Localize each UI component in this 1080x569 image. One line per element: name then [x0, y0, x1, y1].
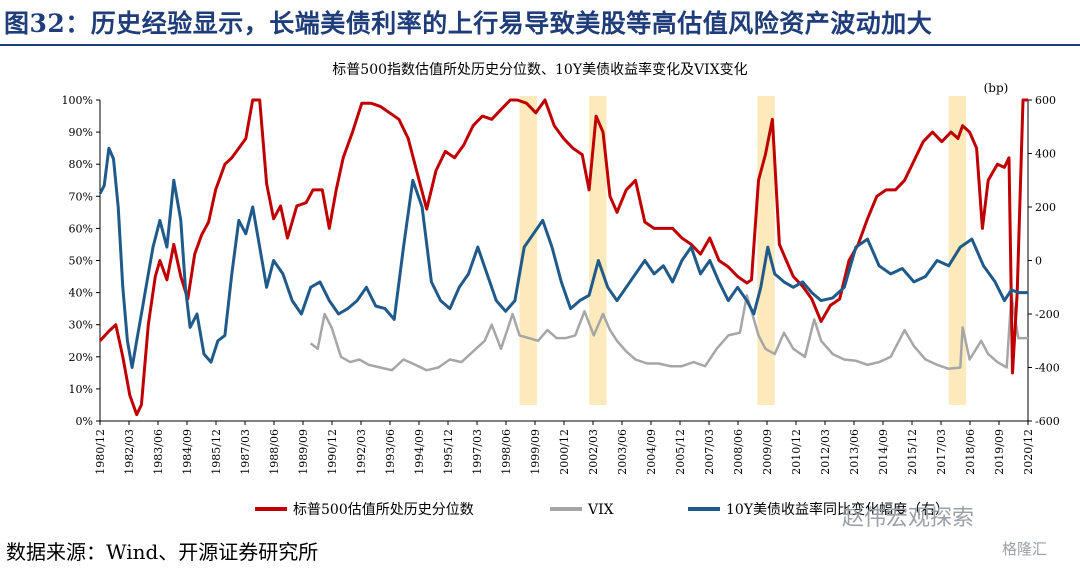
- left-tick-label: 10%: [69, 383, 93, 396]
- axes: 0% 10% 20% 30% 40% 50% 60% 70% 80% 90% 100% -600 -40…: [62, 94, 1060, 428]
- series-line-1: [98, 98, 1029, 417]
- left-tick-label: 40%: [69, 287, 93, 300]
- source-note: 数据来源：Wind、开源证券研究所: [6, 540, 319, 564]
- corner-mark: 格隆汇: [1002, 540, 1048, 558]
- x-tick-label: 1989/09: [297, 429, 310, 475]
- x-tick-label: 2020/12: [1022, 429, 1035, 475]
- right-tick-label: 0: [1035, 255, 1042, 268]
- left-tick-label: 50%: [69, 255, 93, 268]
- x-tick-label: 2007/03: [703, 429, 716, 475]
- x-tick-label: 2004/09: [645, 429, 658, 475]
- x-tick-label: 1995/12: [442, 429, 455, 475]
- x-tick-label: 1984/09: [181, 429, 194, 475]
- x-tick-label: 2003/06: [616, 429, 629, 475]
- x-tick-label: 1987/03: [239, 429, 252, 475]
- watermark: 赵伟宏观探索: [842, 506, 975, 531]
- chart: 标普500指数估值所处历史分位数、10Y美债收益率变化及VIX变化 (bp) 0…: [62, 61, 1060, 518]
- highlight-band-1: [519, 96, 537, 405]
- x-tick-label: 2017/03: [935, 429, 948, 475]
- right-tick-label: 600: [1035, 94, 1056, 107]
- x-tick-label: 2015/12: [906, 429, 919, 475]
- right-tick-label: -600: [1035, 415, 1060, 428]
- x-tick-label: 2008/06: [732, 429, 745, 475]
- legend-label-3: 10Y美债收益率同比变化幅度（右）: [726, 501, 949, 518]
- x-axis-labels: 1980/12 1982/03 1983/06 1984/09 1985/12 1987/…: [94, 421, 1035, 475]
- x-tick-label: 1985/12: [210, 429, 223, 475]
- headline-text: 图32：历史经验显示，长端美债利率的上行易导致美股等高估值风险资产波动加大: [4, 9, 933, 38]
- right-tick-label: 200: [1035, 201, 1056, 214]
- x-tick-label: 2010/12: [790, 429, 803, 475]
- right-tick-label: -400: [1035, 362, 1060, 375]
- series-line-2: [309, 294, 1029, 372]
- right-axis-unit: (bp): [984, 81, 1009, 95]
- x-tick-label: 2018/06: [964, 429, 977, 475]
- series-line-3: [98, 146, 1029, 369]
- left-tick-label: 20%: [69, 351, 93, 364]
- legend-label-2: VIX: [587, 502, 614, 518]
- legend-label-1: 标普500估值所处历史分位数: [293, 502, 474, 518]
- x-tick-label: 1988/06: [268, 429, 281, 475]
- x-tick-label: 1980/12: [94, 429, 107, 475]
- x-tick-label: 1993/06: [384, 429, 397, 475]
- x-tick-label: 1982/03: [123, 429, 136, 475]
- x-tick-label: 2019/09: [993, 429, 1006, 475]
- x-tick-label: 1983/06: [152, 429, 165, 475]
- left-tick-label: 0%: [76, 415, 93, 428]
- left-tick-label: 100%: [62, 94, 93, 107]
- left-tick-label: 80%: [69, 158, 93, 171]
- left-tick-label: 30%: [69, 319, 93, 332]
- x-tick-label: 1992/03: [355, 429, 368, 475]
- x-tick-label: 1999/09: [529, 429, 542, 475]
- chart-title: 标普500指数估值所处历史分位数、10Y美债收益率变化及VIX变化: [332, 61, 747, 78]
- x-tick-label: 2000/12: [558, 429, 571, 475]
- x-tick-label: 1997/03: [471, 429, 484, 475]
- x-tick-label: 2009/09: [761, 429, 774, 475]
- left-tick-label: 60%: [69, 222, 93, 235]
- right-tick-label: -200: [1035, 308, 1060, 321]
- x-tick-label: 1990/12: [326, 429, 339, 475]
- right-tick-label: 400: [1035, 148, 1056, 161]
- x-tick-label: 2002/03: [587, 429, 600, 475]
- x-tick-label: 2014/09: [877, 429, 890, 475]
- series-lines: [98, 98, 1029, 417]
- figure-headline: 图32：历史经验显示，长端美债利率的上行易导致美股等高估值风险资产波动加大: [0, 0, 1080, 46]
- left-tick-label: 70%: [69, 190, 93, 203]
- x-tick-label: 2005/12: [674, 429, 687, 475]
- x-tick-label: 2013/06: [848, 429, 861, 475]
- highlight-band-2: [589, 96, 607, 405]
- x-tick-label: 1994/09: [413, 429, 426, 475]
- x-tick-label: 1998/06: [500, 429, 513, 475]
- left-tick-label: 90%: [69, 126, 93, 139]
- x-tick-label: 2012/03: [819, 429, 832, 475]
- highlight-bands: [519, 96, 967, 405]
- legend: 标普500估值所处历史分位数 VIX 10Y美债收益率同比变化幅度（右）: [255, 501, 949, 518]
